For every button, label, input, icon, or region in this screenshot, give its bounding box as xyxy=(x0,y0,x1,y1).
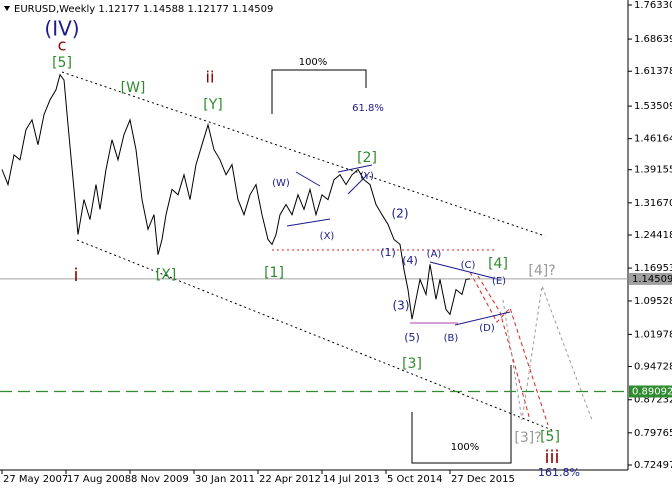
wave-label: (W) xyxy=(272,178,290,189)
wave-label: (E) xyxy=(492,276,506,287)
x-tick-label: 30 Jan 2011 xyxy=(195,474,255,485)
y-tick-label: 0.87232 xyxy=(634,395,672,406)
wedge-line xyxy=(295,171,321,187)
wave-label: i xyxy=(73,265,78,286)
triangle-line xyxy=(429,261,498,280)
wave-label: (1) xyxy=(380,246,396,259)
wave-label: (4) xyxy=(402,254,418,267)
x-tick-label: 8 Nov 2009 xyxy=(131,474,189,485)
y-tick-label: 0.79765 xyxy=(634,428,672,439)
wave-label: 61.8% xyxy=(352,103,384,114)
wave-label: [4] xyxy=(488,256,508,272)
wave-label: [X] xyxy=(156,267,177,283)
y-tick-label: 1.39155 xyxy=(634,165,672,176)
y-tick-label: 1.01978 xyxy=(634,329,672,340)
wedge-line xyxy=(286,218,331,227)
bracket-bottom xyxy=(411,365,512,464)
forecast-red xyxy=(469,271,549,426)
y-tick-label: 1.76330 xyxy=(634,0,672,11)
forecast-red-2 xyxy=(477,275,531,421)
y-tick-label: 1.61378 xyxy=(634,66,672,77)
wave-label: [3] xyxy=(402,356,422,372)
wave-label: (B) xyxy=(444,333,459,344)
x-tick-label: 14 Jul 2013 xyxy=(323,474,380,485)
wave-label: ii xyxy=(206,68,215,87)
wave-label: (2) xyxy=(392,207,409,221)
x-tick-label: 27 May 2007 xyxy=(3,474,68,485)
wave-label: [Y] xyxy=(203,97,222,113)
wave-label: [1] xyxy=(264,265,284,281)
wave-label: (X) xyxy=(320,231,335,242)
wedge-line xyxy=(337,164,373,173)
wave-label: iii xyxy=(544,447,559,468)
wave-markup xyxy=(61,69,593,464)
chart-title: EURUSD,Weekly 1.12177 1.14588 1.12177 1.… xyxy=(14,4,273,15)
wave-label: 100% xyxy=(451,442,480,453)
wave-label: (D) xyxy=(479,323,495,334)
y-tick-label: 1.09528 xyxy=(634,296,672,307)
x-tick-label: 17 Aug 2008 xyxy=(67,474,131,485)
price-label-box xyxy=(629,385,672,398)
wave-label: (5) xyxy=(404,331,420,344)
wave-label: (Y) xyxy=(360,171,374,182)
wave-label: [W] xyxy=(121,80,146,96)
y-tick-label: 1.24418 xyxy=(634,230,672,241)
price-label: 0.89092 xyxy=(632,386,672,397)
wave-label: (A) xyxy=(427,249,442,260)
wave-label: (IV) xyxy=(44,17,79,41)
wedge-line xyxy=(347,175,367,195)
wave-label: 100% xyxy=(299,57,328,68)
x-tick-label: 27 Dec 2015 xyxy=(451,474,515,485)
wave-label: [3]? xyxy=(514,430,541,446)
price-line xyxy=(1,73,471,320)
channel-lower xyxy=(76,239,553,431)
wave-label: (3) xyxy=(393,299,410,313)
wave-label: [5] xyxy=(540,429,560,445)
bracket-top xyxy=(271,69,367,114)
y-tick-label: 0.94728 xyxy=(634,362,672,373)
forecast-gray xyxy=(502,285,593,421)
y-tick-label: 1.31670 xyxy=(634,198,672,209)
price-label-box xyxy=(629,272,672,285)
wave-label: [4]? xyxy=(528,263,555,279)
wave-label: c xyxy=(58,36,67,55)
channel-upper xyxy=(61,71,546,237)
y-tick-label: 1.53509 xyxy=(634,101,672,112)
y-tick-label: 1.46164 xyxy=(634,134,672,145)
x-tick-label: 22 Apr 2012 xyxy=(259,474,321,485)
wave-label: 161.8% xyxy=(538,466,580,479)
y-tick-label: 1.68639 xyxy=(634,34,672,45)
title-icon xyxy=(4,6,10,11)
price-label: 1.14509 xyxy=(632,274,672,285)
wave-label: (C) xyxy=(461,260,476,271)
wave-label: [5] xyxy=(52,55,72,71)
triangle-line xyxy=(454,311,511,326)
x-tick-label: 5 Oct 2014 xyxy=(387,474,442,485)
y-tick-label: 1.16953 xyxy=(634,263,672,274)
y-tick-label: 0.72497 xyxy=(634,460,672,471)
wave-label: [2] xyxy=(357,150,377,166)
